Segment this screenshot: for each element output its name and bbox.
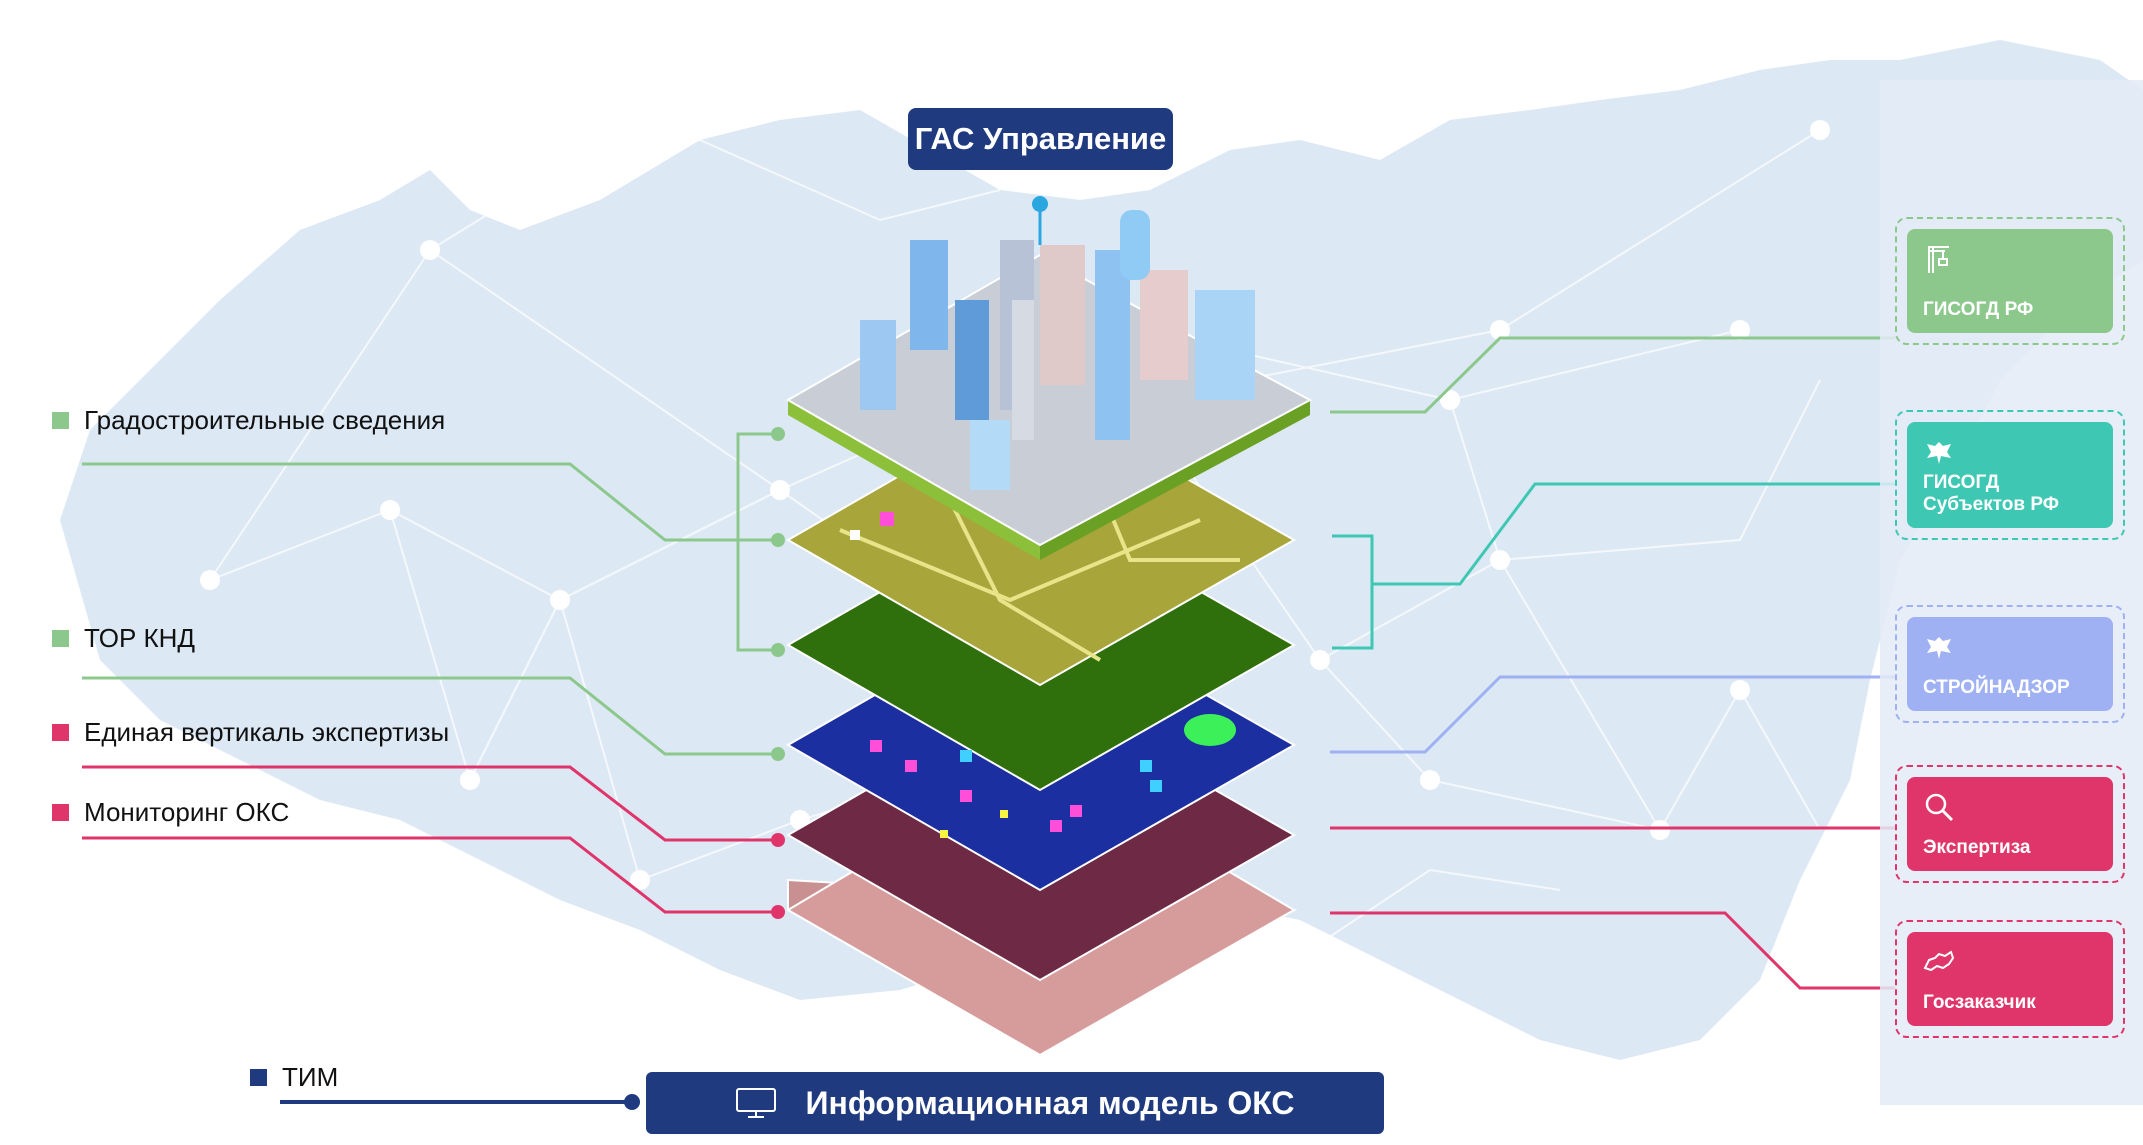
system-label: СТРОЙНАДЗОР: [1923, 677, 2070, 698]
city-buildings: [860, 196, 1255, 490]
system-card[interactable]: ГИСОГД РФ: [1907, 229, 2113, 333]
info-model-title: Информационная модель ОКС: [805, 1084, 1295, 1121]
legend-label: Единая вертикаль экспертизы: [84, 717, 450, 747]
system-gisogd-subjects[interactable]: ГИСОГД Субъектов РФ: [1895, 410, 2125, 540]
system-card[interactable]: ГИСОГД Субъектов РФ: [1907, 422, 2113, 528]
legend-swatch: [52, 804, 69, 821]
legend-label: Градостроительные сведения: [84, 405, 446, 435]
eagle-emblem-icon: [1927, 442, 1951, 464]
system-card[interactable]: Экспертиза: [1907, 777, 2113, 871]
left-connector-dots: [624, 427, 785, 1110]
legend-swatch: [52, 630, 69, 647]
right-connectors: [1330, 336, 1895, 990]
legend-swatch: [250, 1069, 267, 1086]
legend-label: ТОР КНД: [84, 623, 196, 653]
legend-tim: ТИМ: [250, 1062, 338, 1093]
magnifier-icon: [1925, 793, 1954, 822]
monitor-icon: [736, 1088, 777, 1118]
city-base-side2: [1040, 400, 1310, 560]
system-gisogd-rf[interactable]: ГИСОГД РФ: [1895, 217, 2125, 345]
system-stroinadzor[interactable]: СТРОЙНАДЗОР: [1895, 605, 2125, 723]
legend-tor-knd: ТОР КНД: [52, 623, 195, 654]
system-card[interactable]: Госзаказчик: [1907, 932, 2113, 1026]
legend-swatch: [52, 724, 69, 741]
system-goszakazchik[interactable]: Госзаказчик: [1895, 920, 2125, 1038]
legend-monitoring: Мониторинг ОКС: [52, 797, 289, 828]
system-label: ГИСОГД: [1923, 472, 2000, 493]
data-points: [850, 512, 1236, 838]
legend-urban-info: Градостроительные сведения: [52, 405, 445, 436]
legend-label: ТИМ: [282, 1062, 339, 1092]
info-model-oks-bar: Информационная модель ОКС: [646, 1072, 1384, 1134]
system-label: Госзаказчик: [1923, 992, 2036, 1013]
system-expertise[interactable]: Экспертиза: [1895, 765, 2125, 883]
eagle-emblem-icon: [1927, 637, 1951, 659]
russia-map-icon: [1923, 950, 1955, 972]
legend-swatch: [52, 412, 69, 429]
system-label: Экспертиза: [1923, 837, 2031, 858]
system-label: ГИСОГД РФ: [1923, 299, 2034, 320]
system-card[interactable]: СТРОЙНАДЗОР: [1907, 617, 2113, 711]
crane-icon: [1928, 246, 1949, 273]
city-base-side: [788, 400, 1040, 560]
system-label-second-line: Субъектов РФ: [1923, 494, 2059, 515]
left-connectors: [82, 432, 778, 1104]
gas-upravlenie-title: ГАС Управление: [908, 108, 1173, 170]
legend-label: Мониторинг ОКС: [84, 797, 290, 827]
legend-expertise: Единая вертикаль экспертизы: [52, 717, 449, 748]
